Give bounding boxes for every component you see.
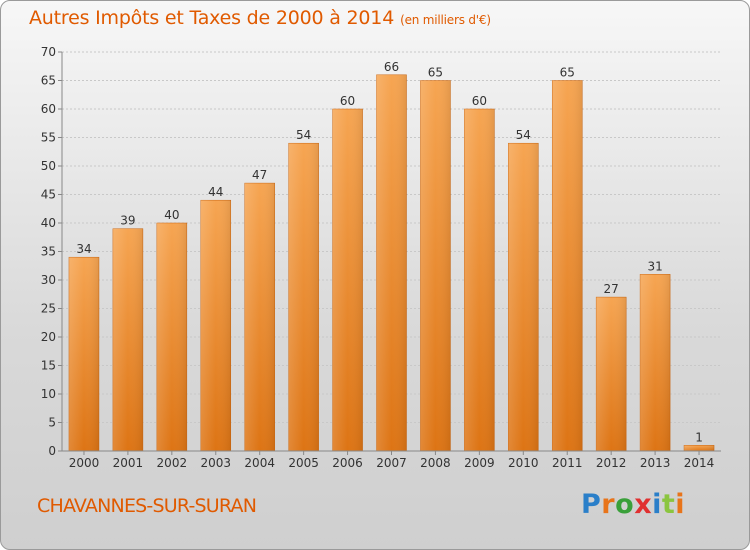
x-axis: 2000 2001 2002 2003 2004 2005 2006 2007 2008 2009… [62,450,721,470]
x-tick-label: 2007 [376,456,407,470]
bar-shading [420,80,451,451]
x-tick-label: 2003 [200,456,231,470]
x-tick-label: 2010 [508,456,539,470]
x-tick-label: 2013 [640,456,671,470]
data-label: 40 [164,208,179,222]
logo-letter: r [601,489,616,520]
bar-shading [684,445,715,451]
x-tick-label: 2004 [244,456,275,470]
data-label: 27 [604,282,619,296]
y-tick-label: 70 [41,45,56,59]
bar-shading [508,143,539,451]
data-label: 1 [695,430,703,444]
data-label: 60 [340,94,355,108]
y-tick-label: 25 [41,302,56,316]
bar-shading [596,297,627,451]
y-axis: 0 5 10 15 20 25 30 35 40 45 50 55 60 65 70 [41,45,63,458]
data-label: 39 [120,214,135,228]
data-label: 54 [296,128,311,142]
proxiti-logo: Proxiti [581,489,685,520]
x-tick-label: 2001 [113,456,144,470]
y-tick-label: 20 [41,330,56,344]
y-tick-label: 60 [41,102,56,116]
x-tick-label: 2005 [288,456,319,470]
logo-letter: o [615,489,635,520]
bar-shading [552,80,583,451]
x-tick-label: 2000 [69,456,100,470]
y-tick-label: 55 [41,131,56,145]
bar-shading [332,109,363,451]
logo-letter: t [661,489,676,520]
x-tick-label: 2002 [157,456,188,470]
data-label: 44 [208,185,223,199]
y-tick-label: 35 [41,245,56,259]
logo-letter: x [634,489,653,520]
data-label: 47 [252,168,267,182]
data-label: 60 [472,94,487,108]
bar-shading [640,274,671,451]
y-tick-label: 5 [48,416,56,430]
chart-title: Autres Impôts et Taxes de 2000 à 2014 (en… [29,7,491,29]
y-tick-label: 40 [41,216,56,230]
y-tick-label: 15 [41,359,56,373]
bar-shading [464,109,495,451]
x-tick-label: 2011 [552,456,583,470]
data-label: 65 [560,66,575,80]
bar-shading [112,228,143,451]
logo-letter: i [652,489,662,520]
bar-shading [376,74,407,452]
y-tick-label: 45 [41,188,56,202]
x-tick-label: 2008 [420,456,451,470]
bar-shading [288,143,319,451]
y-tick-label: 0 [48,444,56,458]
y-tick-label: 30 [41,273,56,287]
title-text: Autres Impôts et Taxes de 2000 à 2014 [29,7,395,29]
x-tick-label: 2012 [596,456,627,470]
data-label: 54 [516,128,531,142]
data-label: 66 [384,60,399,74]
y-tick-label: 50 [41,159,56,173]
bar-shading [244,183,275,451]
data-label: 65 [428,66,443,80]
commune-name: CHAVANNES-SUR-SURAN [37,495,257,517]
title-unit: (en milliers d'€) [400,13,491,27]
data-label: 34 [76,242,91,256]
logo-letter: i [675,489,686,520]
logo-letter: P [581,489,602,520]
bar-shading [156,223,187,451]
bar-shading [68,257,99,451]
data-label: 31 [647,259,662,273]
y-tick-label: 10 [41,387,56,401]
bars: 34 39 40 44 47 54 60 66 65 60 54 65 27 31 1 [68,60,715,452]
x-tick-label: 2006 [332,456,363,470]
x-tick-label: 2009 [464,456,495,470]
y-tick-label: 65 [41,74,56,88]
x-tick-label: 2014 [684,456,715,470]
bar-shading [200,200,231,451]
